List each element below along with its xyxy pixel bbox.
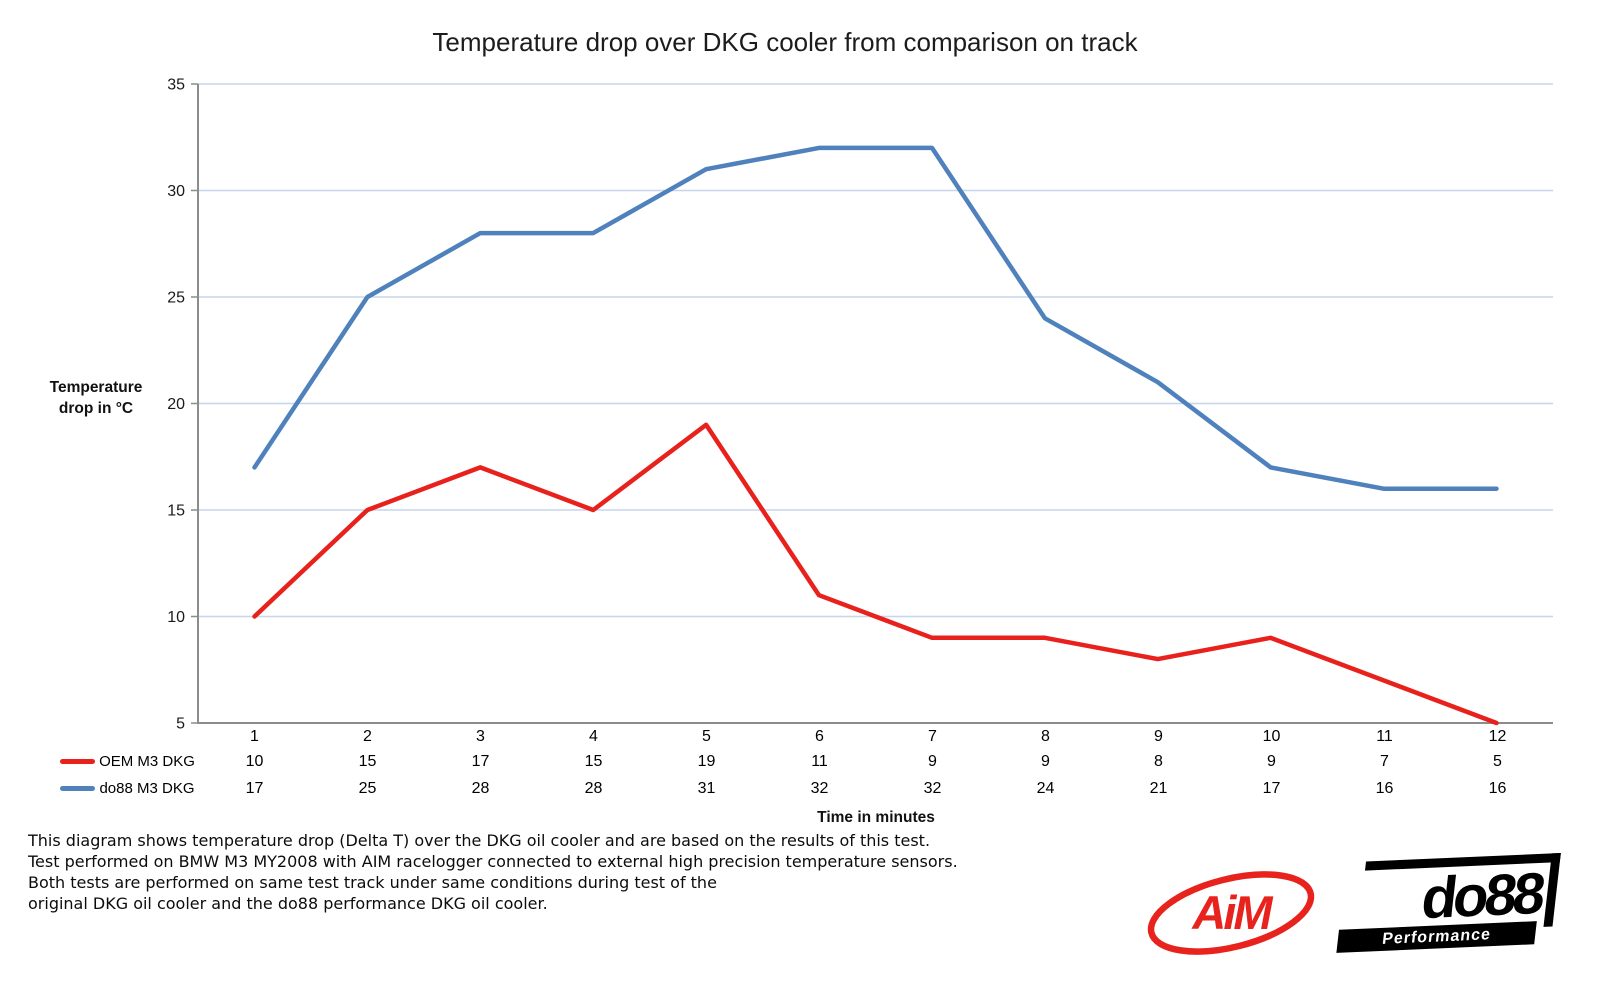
category-cell: 1 — [250, 727, 259, 745]
value-cell: 28 — [471, 779, 490, 797]
legend-cell: do88 M3 DKG — [57, 775, 198, 802]
do88-logo-subtext: Performance — [1381, 926, 1492, 948]
value-cell: 24 — [1036, 779, 1055, 797]
category-cell: 5 — [702, 727, 711, 745]
category-cell: 6 — [815, 727, 824, 745]
category-cell: 7 — [928, 727, 937, 745]
legend-cell: OEM M3 DKG — [57, 748, 198, 775]
footer-line: Test performed on BMW M3 MY2008 with AIM… — [28, 852, 958, 871]
value-cell: 15 — [584, 752, 603, 770]
series-line-oem-m3-dkg — [252, 422, 1499, 726]
footer-line: original DKG oil cooler and the do88 per… — [28, 894, 548, 913]
y-tick-label: 20 — [167, 396, 185, 413]
value-cell: 9 — [1041, 752, 1050, 770]
y-axis-title-line1: Temperature — [49, 379, 143, 396]
value-cell: 9 — [1267, 752, 1276, 770]
legend-label: OEM M3 DKG — [99, 752, 195, 770]
data-table: 1 2 3 4 5 6 7 8 9 10 11 12 OEM M3 DKG 10 15 17 15 19 11 9 9 8… — [57, 725, 1554, 802]
y-tick-label: 35 — [167, 77, 185, 94]
aim-logo-text: AiM — [1191, 886, 1273, 939]
value-cell: 5 — [1493, 752, 1502, 770]
value-cell: 8 — [1154, 752, 1163, 770]
legend-blank-cell — [57, 725, 198, 748]
value-cell: 16 — [1375, 779, 1394, 797]
value-cell: 17 — [1262, 779, 1281, 797]
y-tick-label: 25 — [167, 290, 185, 307]
aim-logo-ellipse — [1147, 871, 1315, 955]
value-cell: 19 — [697, 752, 716, 770]
x-axis-title: Time in minutes — [817, 809, 935, 826]
line-chart: 35 30 25 20 15 10 5 — [167, 77, 1553, 733]
aim-logo: AiM — [1147, 871, 1315, 955]
value-cell: 17 — [245, 779, 264, 797]
value-cell: 28 — [584, 779, 603, 797]
value-cell: 16 — [1488, 779, 1507, 797]
y-tick-label: 5 — [176, 716, 185, 733]
category-cell: 12 — [1488, 727, 1507, 745]
category-cell: 4 — [589, 727, 598, 745]
category-cell: 11 — [1376, 727, 1393, 745]
legend-swatch — [60, 785, 96, 791]
value-cell: 17 — [471, 752, 490, 770]
category-cell: 8 — [1041, 727, 1050, 745]
value-cell: 7 — [1380, 752, 1389, 770]
value-cell: 10 — [245, 752, 264, 770]
chart-title: Temperature drop over DKG cooler from co… — [432, 27, 1138, 57]
y-axis-title: Temperature drop in °C — [30, 377, 162, 419]
series-line-do88-m3-dkg — [252, 145, 1499, 491]
category-cell: 9 — [1154, 727, 1163, 745]
value-cell: 9 — [928, 752, 937, 770]
value-cell: 11 — [811, 752, 828, 770]
category-cell: 2 — [363, 727, 372, 745]
legend-label: do88 M3 DKG — [99, 779, 195, 797]
value-cell: 32 — [923, 779, 942, 797]
value-cell: 21 — [1149, 779, 1168, 797]
footer-line: This diagram shows temperature drop (Del… — [28, 831, 931, 850]
value-cell: 31 — [697, 779, 716, 797]
y-tick-label: 30 — [167, 183, 185, 200]
do88-logo: do88 Performance — [1330, 845, 1566, 955]
category-cell: 3 — [476, 727, 485, 745]
value-cell: 32 — [810, 779, 829, 797]
y-axis-title-line2: drop in °C — [58, 400, 134, 417]
footer-line: Both tests are performed on same test tr… — [28, 873, 717, 892]
value-cell: 25 — [358, 779, 377, 797]
legend-swatch — [60, 758, 96, 764]
value-cell: 15 — [358, 752, 377, 770]
y-tick-label: 15 — [167, 503, 185, 520]
y-tick-label: 10 — [167, 609, 185, 626]
category-cell: 10 — [1262, 727, 1281, 745]
footer-description: This diagram shows temperature drop (Del… — [28, 830, 1158, 914]
